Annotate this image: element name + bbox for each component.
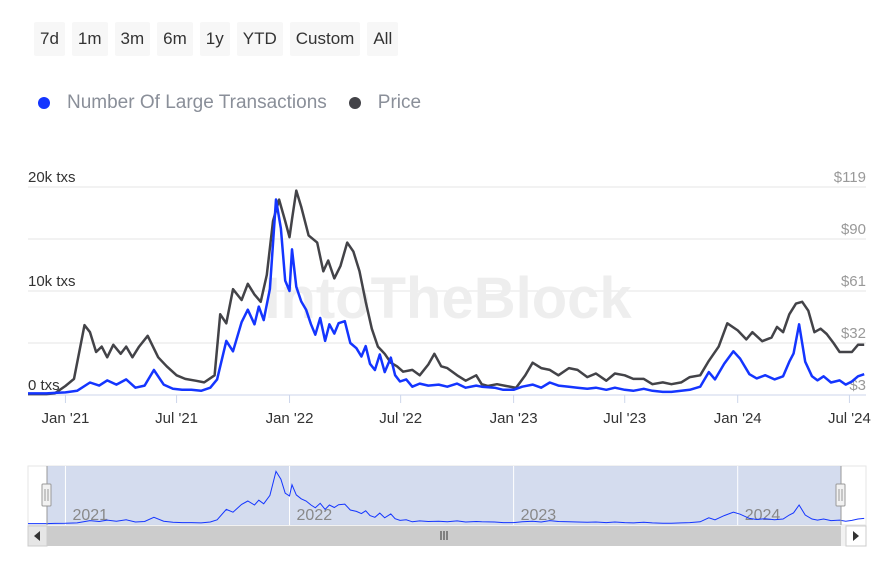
legend-item-price[interactable]: Price xyxy=(348,92,422,114)
range-button-6m[interactable]: 6m xyxy=(157,22,193,56)
legend-label-transactions: Number Of Large Transactions xyxy=(67,92,327,113)
range-button-custom[interactable]: Custom xyxy=(289,22,361,56)
scroll-right-button[interactable] xyxy=(845,525,867,547)
y-right-tick-label: $119 xyxy=(834,169,866,186)
range-button-ytd[interactable]: YTD xyxy=(236,22,283,56)
y-right-tick-label: $3 xyxy=(849,377,866,394)
navigator: 2021 2022 2023 2024 xyxy=(27,465,867,526)
y-right-tick-label: $90 xyxy=(841,221,866,238)
chart-legend: Number Of Large Transactions Price xyxy=(38,92,443,114)
y-left-tick-label: 20k txs xyxy=(28,169,76,186)
range-button-1m[interactable]: 1m xyxy=(71,22,108,56)
range-button-1y[interactable]: 1y xyxy=(199,22,230,56)
navigator-handle-left[interactable] xyxy=(41,483,52,507)
navigator-handle-left-body[interactable] xyxy=(41,483,52,507)
x-tick-label: Jan '22 xyxy=(266,410,314,427)
legend-marker-transactions xyxy=(38,97,50,109)
x-tick-label: Jan '24 xyxy=(714,410,762,427)
x-tick-label: Jul '23 xyxy=(603,410,646,427)
y-left-tick-label: 0 txs xyxy=(28,377,60,394)
navigator-year-label: 2024 xyxy=(745,507,781,524)
range-button-all[interactable]: All xyxy=(367,22,399,56)
x-axis-ticks: Jan '21 Jul '21 Jan '22 Jul '22 Jan '23 Jul '… xyxy=(41,395,871,427)
x-tick-label: Jul '24 xyxy=(828,410,871,427)
navigator-selected-range[interactable] xyxy=(47,466,841,525)
x-tick-label: Jul '21 xyxy=(155,410,198,427)
y-right-tick-label: $32 xyxy=(841,325,866,342)
scroll-left-button[interactable] xyxy=(27,525,48,547)
navigator-handle-right[interactable] xyxy=(835,483,846,507)
range-button-7d[interactable]: 7d xyxy=(34,22,65,56)
navigator-series-line xyxy=(28,470,865,525)
navigator-year-labels: 2021 2022 2023 2024 xyxy=(72,507,780,524)
navigator-year-label: 2023 xyxy=(521,507,557,524)
legend-label-price: Price xyxy=(377,92,422,113)
y-axis-labels: 0 txs 10k txs 20k txs $3 $32 $61 $90 $119 xyxy=(28,169,866,394)
navigator-year-label: 2022 xyxy=(297,507,333,524)
arrow-left-icon xyxy=(34,531,40,541)
scrollbar xyxy=(27,525,867,547)
arrow-right-icon xyxy=(853,531,859,541)
range-selector: 7d 1m 3m 6m 1y YTD Custom All xyxy=(34,22,405,56)
transactions-series-line xyxy=(28,198,865,395)
y-right-tick-label: $61 xyxy=(841,273,866,290)
y-left-tick-label: 10k txs xyxy=(28,273,76,290)
x-tick-label: Jan '23 xyxy=(490,410,538,427)
legend-item-transactions[interactable]: Number Of Large Transactions xyxy=(38,92,327,114)
legend-marker-price xyxy=(348,97,361,109)
navigator-handle-right-body[interactable] xyxy=(835,483,846,507)
x-tick-label: Jul '22 xyxy=(379,410,422,427)
navigator-grid xyxy=(64,466,739,525)
watermark: IntoTheBlock xyxy=(264,266,632,331)
scrollbar-thumb-grip-icon xyxy=(440,531,448,540)
x-tick-label: Jan '21 xyxy=(41,410,89,427)
price-series-line xyxy=(28,189,865,396)
navigator-year-label: 2021 xyxy=(72,507,108,524)
range-button-3m[interactable]: 3m xyxy=(114,22,151,56)
